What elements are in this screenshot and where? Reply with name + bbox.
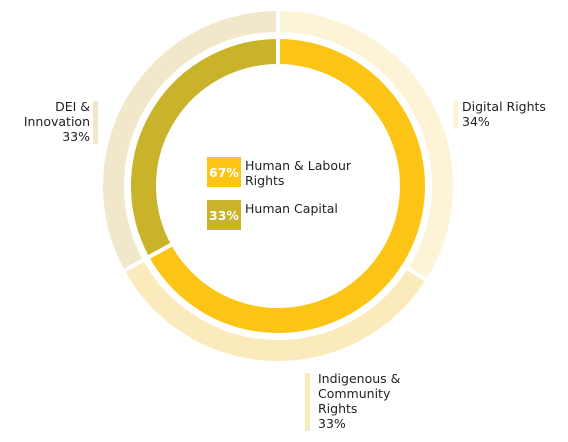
legend-swatch: 67% [207, 157, 241, 187]
segment-name: Digital Rights [462, 99, 546, 114]
segment-swatch [305, 373, 310, 431]
segment-swatch [93, 101, 98, 144]
segment-value: 33% [62, 129, 90, 144]
segment-name: Indigenous & Community Rights [318, 371, 401, 416]
donut-segment [144, 34, 429, 337]
segment-label: Digital Rights 34% [453, 99, 552, 129]
legend-item: 33% Human Capital [207, 200, 355, 230]
segment-label: Indigenous & Community Rights 33% [305, 371, 413, 431]
segment-value: 34% [462, 114, 490, 129]
segment-value: 33% [318, 416, 346, 431]
legend-label: Human & Labour Rights [245, 158, 352, 188]
legend-swatch: 33% [207, 200, 241, 230]
segment-label: DEI & Innovation 33% [2, 99, 98, 144]
legend-label: Human Capital [245, 201, 338, 216]
segment-name: DEI & Innovation [23, 99, 90, 129]
segment-swatch [453, 101, 458, 129]
donut-segment [99, 6, 280, 274]
donut-segment [127, 34, 280, 261]
legend-item: 67% Human & Labour Rights [207, 157, 355, 188]
